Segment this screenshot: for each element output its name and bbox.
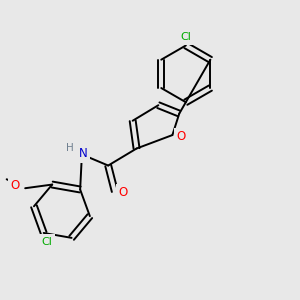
Text: N: N bbox=[79, 147, 88, 161]
Text: O: O bbox=[11, 179, 20, 192]
Text: Cl: Cl bbox=[180, 32, 191, 42]
Text: O: O bbox=[176, 130, 185, 143]
Text: Cl: Cl bbox=[42, 237, 53, 247]
Text: H: H bbox=[66, 143, 74, 153]
Text: O: O bbox=[118, 186, 128, 199]
